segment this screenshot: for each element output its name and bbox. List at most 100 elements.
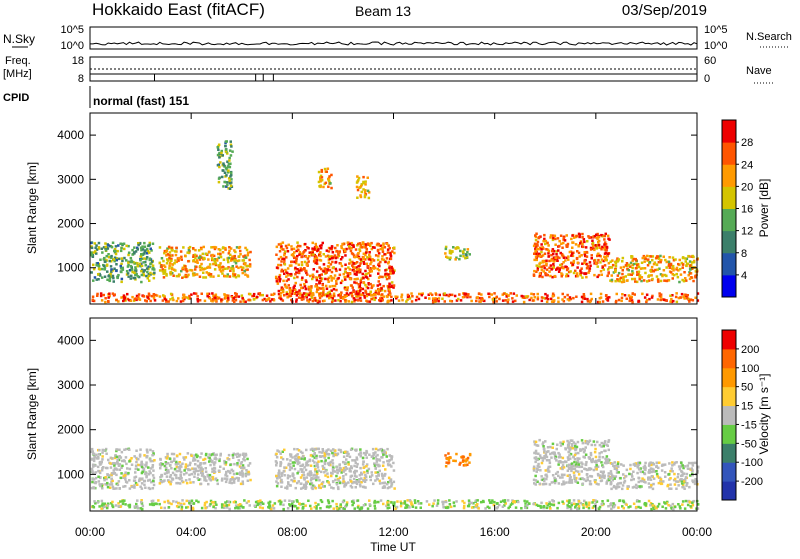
echo-cell	[239, 253, 242, 256]
echo-cell	[213, 462, 216, 465]
echo-cell	[219, 161, 222, 164]
echo-cell	[242, 266, 245, 269]
echo-cell	[121, 278, 124, 281]
echo-cell	[149, 272, 152, 275]
echo-cell	[198, 257, 201, 260]
echo-cell	[280, 479, 283, 482]
echo-cell	[386, 243, 389, 246]
echo-cell	[280, 298, 283, 301]
echo-cell	[314, 468, 317, 471]
echo-cell	[384, 451, 387, 454]
echo-cell	[343, 273, 346, 276]
echo-cell	[205, 276, 208, 279]
echo-cell	[573, 461, 576, 464]
echo-cell	[319, 259, 322, 262]
echo-cell	[223, 293, 226, 296]
echo-cell	[677, 503, 680, 506]
echo-cell	[228, 159, 231, 162]
colorbar-swatch	[722, 142, 736, 165]
echo-cell	[262, 503, 265, 506]
echo-cell	[593, 274, 596, 277]
echo-cell	[259, 292, 262, 295]
echo-cell	[180, 250, 183, 253]
echo-cell	[238, 275, 241, 278]
echo-cell	[382, 465, 385, 468]
echo-cell	[382, 453, 385, 456]
echo-cell	[643, 279, 646, 282]
echo-cell	[571, 445, 574, 448]
echo-cell	[179, 482, 182, 485]
echo-cell	[114, 293, 117, 296]
echo-cell	[232, 457, 235, 460]
echo-cell	[567, 267, 570, 270]
echo-cell	[512, 300, 515, 303]
echo-cell	[362, 182, 365, 185]
echo-cell	[426, 500, 429, 503]
echo-cell	[323, 263, 326, 266]
echo-cell	[228, 470, 231, 473]
echo-cell	[306, 476, 309, 479]
echo-cell	[328, 180, 331, 183]
echo-cell	[159, 458, 162, 461]
echo-cell	[323, 270, 326, 273]
echo-cell	[280, 260, 283, 263]
echo-cell	[91, 247, 94, 250]
echo-cell	[182, 267, 185, 270]
echo-cell	[357, 179, 360, 182]
echo-cell	[95, 477, 98, 480]
echo-cell	[171, 453, 174, 456]
echo-cell	[232, 265, 235, 268]
echo-cell	[353, 267, 356, 270]
echo-cell	[332, 297, 335, 300]
echo-cell	[128, 479, 131, 482]
echo-cell	[91, 481, 94, 484]
echo-cell	[159, 262, 162, 265]
echo-cell	[330, 187, 333, 190]
echo-cell	[214, 268, 217, 271]
echo-cell	[178, 466, 181, 469]
nsky-label: N.Sky	[3, 32, 35, 46]
echo-cell	[692, 280, 695, 283]
echo-cell	[353, 478, 356, 481]
echo-cell	[101, 500, 104, 503]
echo-cell	[502, 299, 505, 302]
echo-cell	[373, 259, 376, 262]
echo-cell	[282, 291, 285, 294]
echo-cell	[573, 471, 576, 474]
echo-cell	[384, 269, 387, 272]
echo-cell	[217, 483, 220, 486]
echo-cell	[676, 273, 679, 276]
echo-cell	[400, 502, 403, 505]
echo-cell	[181, 480, 184, 483]
echo-cell	[566, 294, 569, 297]
freq-label: Freq.	[5, 55, 31, 67]
echo-cell	[307, 464, 310, 467]
echo-cell	[609, 261, 612, 264]
echo-cell	[636, 274, 639, 277]
echo-cell	[355, 462, 358, 465]
echo-cell	[223, 468, 226, 471]
echo-cell	[351, 301, 354, 304]
echo-cell	[411, 300, 414, 303]
echo-cell	[557, 452, 560, 455]
echo-cell	[97, 476, 100, 479]
echo-cell	[382, 461, 385, 464]
echo-cell	[343, 485, 346, 488]
echo-cell	[542, 240, 545, 243]
echo-cell	[574, 449, 577, 452]
echo-cell	[305, 486, 308, 489]
echo-cell	[589, 440, 592, 443]
echo-cell	[578, 473, 581, 476]
echo-cell	[293, 448, 296, 451]
echo-cell	[384, 273, 387, 276]
echo-cell	[330, 295, 333, 298]
echo-cell	[311, 296, 314, 299]
echo-cell	[631, 274, 634, 277]
echo-cell	[393, 284, 396, 287]
echo-cell	[581, 301, 584, 304]
echo-cell	[380, 499, 383, 502]
echo-cell	[262, 299, 265, 302]
echo-cell	[91, 487, 94, 490]
echo-cell	[325, 272, 328, 275]
echo-cell	[372, 284, 375, 287]
